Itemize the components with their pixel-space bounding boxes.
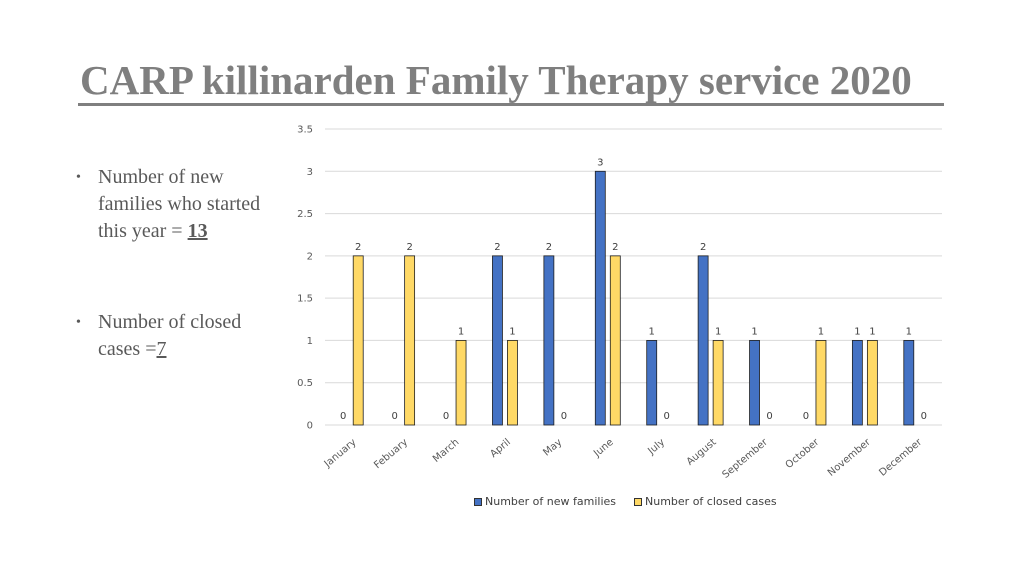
data-label: 0: [766, 411, 772, 422]
legend-item-closed-cases: Number of closed cases: [634, 495, 777, 508]
bar-new-families: [697, 255, 709, 426]
y-tick-label: 2: [307, 251, 313, 262]
x-tick-label: August: [685, 437, 719, 468]
data-label: 1: [869, 326, 875, 337]
data-label: 0: [391, 411, 397, 422]
data-label: 1: [715, 326, 721, 337]
data-label: 1: [458, 326, 464, 337]
data-label: 0: [664, 411, 670, 422]
legend-label-closed-cases: Number of closed cases: [645, 495, 777, 508]
y-tick-label: 1.5: [297, 294, 313, 305]
data-label: 2: [612, 242, 618, 253]
bullet-closed-cases: • Number of closed cases =7: [74, 309, 274, 363]
legend-item-new-families: Number of new families: [474, 495, 616, 508]
x-tick-label: Febuary: [372, 437, 410, 471]
data-label: 2: [494, 242, 500, 253]
data-label: 2: [406, 242, 412, 253]
bar-new-families: [543, 255, 555, 426]
x-tick-label: November: [826, 436, 874, 478]
data-label: 0: [340, 411, 346, 422]
bullet-closed-cases-number: 7: [156, 338, 167, 360]
y-tick-label: 3: [307, 167, 313, 178]
x-tick-label: May: [541, 437, 564, 459]
bar-new-families: [594, 170, 606, 426]
x-tick-label: June: [591, 437, 616, 460]
y-tick-label: 3.5: [297, 125, 313, 136]
legend-label-new-families: Number of new families: [485, 495, 617, 508]
bar-closed-cases: [815, 340, 827, 426]
chart-legend: Number of new families Number of closed …: [474, 495, 777, 508]
data-label: 2: [355, 242, 361, 253]
data-label: 1: [854, 326, 860, 337]
bar-closed-cases: [712, 340, 724, 426]
data-label: 3: [597, 157, 603, 168]
bullet-dot-icon: •: [76, 315, 81, 330]
data-label: 1: [818, 326, 824, 337]
y-tick-label: 2.5: [297, 209, 313, 220]
bar-closed-cases: [404, 255, 416, 426]
bar-new-families: [851, 340, 863, 426]
data-label: 0: [443, 411, 449, 422]
x-tick-label: April: [488, 437, 513, 460]
x-tick-label: July: [646, 437, 668, 458]
bar-new-families: [646, 340, 658, 426]
x-tick-label: March: [431, 437, 461, 465]
data-label: 2: [700, 242, 706, 253]
y-tick-label: 0.5: [297, 378, 313, 389]
bar-chart: 0 0.5 1 1.5 2 2.5 3 3.5 0 2 January 0 2 Febuary 0 1 Marc…: [297, 125, 942, 481]
data-label: 2: [546, 242, 552, 253]
x-tick-label: September: [721, 436, 771, 481]
legend-swatch-new-families: [474, 497, 482, 506]
data-label: 1: [509, 326, 515, 337]
bar-closed-cases: [866, 340, 878, 426]
bar-new-families: [749, 340, 760, 426]
x-tick-label: January: [322, 437, 359, 470]
x-tick-label: December: [877, 436, 924, 478]
bullet-list: • Number of new families who started thi…: [74, 164, 274, 363]
title-underline: [78, 103, 944, 106]
bar-closed-cases: [507, 340, 518, 426]
data-label: 0: [803, 411, 809, 422]
y-tick-label: 0: [307, 421, 313, 432]
bar-new-families: [492, 255, 503, 426]
x-tick-label: October: [784, 436, 822, 471]
bar-closed-cases: [352, 255, 364, 426]
legend-swatch-closed-cases: [634, 497, 643, 506]
data-label: 0: [921, 411, 927, 422]
bar-new-families: [903, 340, 915, 426]
data-label: 1: [649, 326, 655, 337]
data-label: 1: [906, 326, 912, 337]
y-tick-label: 1: [307, 336, 313, 347]
bullet-new-families-text: Number of new families who started this …: [98, 166, 261, 242]
bar-closed-cases: [609, 255, 621, 426]
bullet-new-families: • Number of new families who started thi…: [74, 164, 274, 245]
bullet-dot-icon: •: [76, 170, 81, 185]
bullet-new-families-number: 13: [187, 220, 208, 242]
data-label: 0: [561, 411, 567, 422]
data-label: 1: [751, 326, 757, 337]
bullet-closed-cases-text: Number of closed cases =: [98, 311, 242, 360]
bar-closed-cases: [455, 340, 467, 426]
slide-title: CARP killinarden Family Therapy service …: [80, 57, 912, 103]
